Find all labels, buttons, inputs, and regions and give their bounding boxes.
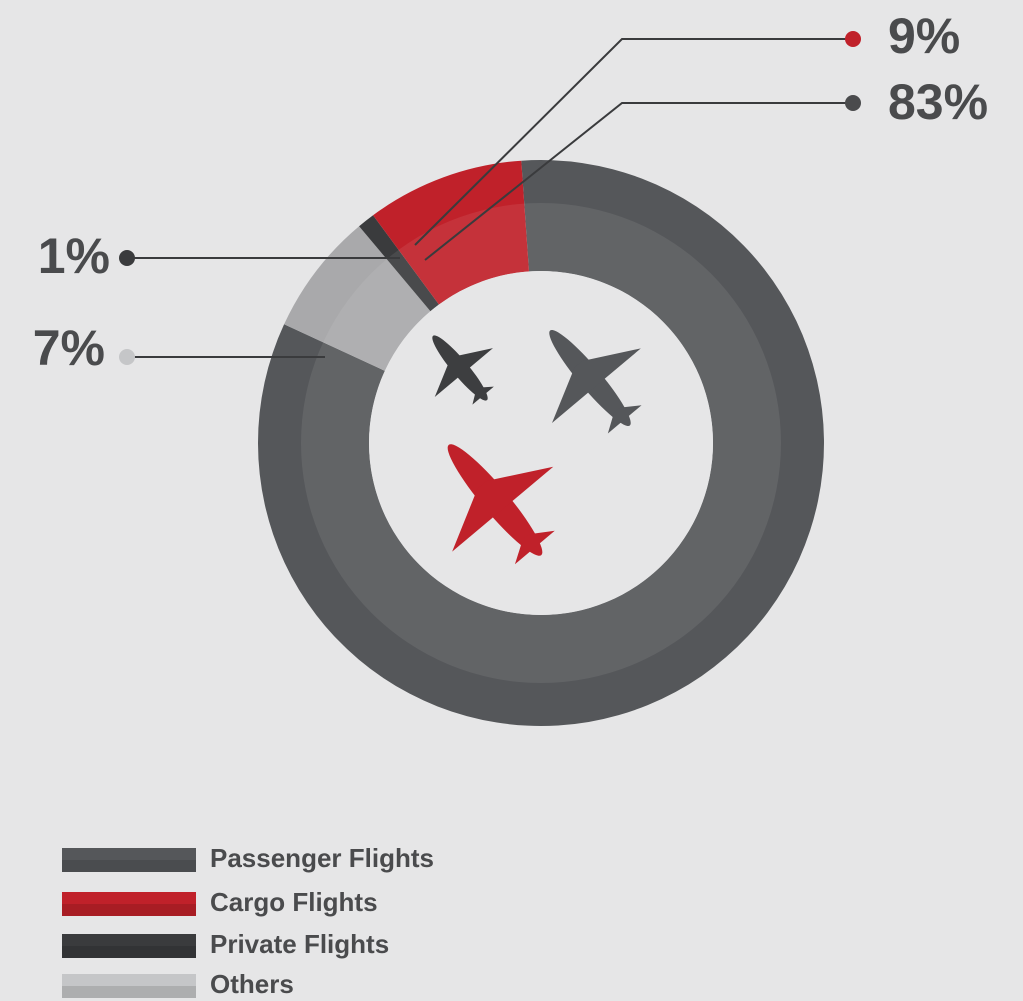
value-label: 1%	[38, 228, 110, 284]
legend-label: Others	[210, 969, 294, 999]
legend-swatch-shade	[62, 860, 196, 872]
legend-swatch-shade	[62, 946, 196, 958]
value-label: 83%	[888, 74, 988, 130]
legend-swatch-shade	[62, 904, 196, 916]
legend-swatch	[62, 934, 196, 958]
donut-segment	[257, 160, 824, 726]
legend-swatch-shade	[62, 986, 196, 998]
legend-label: Cargo Flights	[210, 887, 378, 917]
legend-label: Passenger Flights	[210, 843, 434, 873]
donut-hole	[369, 271, 713, 615]
callout-line	[424, 102, 853, 261]
callout-dot	[119, 349, 135, 365]
legend-swatch	[62, 848, 196, 872]
value-label: 7%	[33, 320, 105, 376]
donut-segment	[373, 160, 530, 305]
legend-label: Private Flights	[210, 929, 389, 959]
value-label: 9%	[888, 8, 960, 64]
callout-dot	[845, 95, 861, 111]
callout-dot	[119, 250, 135, 266]
donut-segment	[359, 215, 439, 312]
legend-swatch	[62, 974, 196, 998]
legend-swatch	[62, 892, 196, 916]
callout-line	[414, 38, 853, 246]
callout-dot	[845, 31, 861, 47]
donut-segment	[284, 226, 431, 371]
